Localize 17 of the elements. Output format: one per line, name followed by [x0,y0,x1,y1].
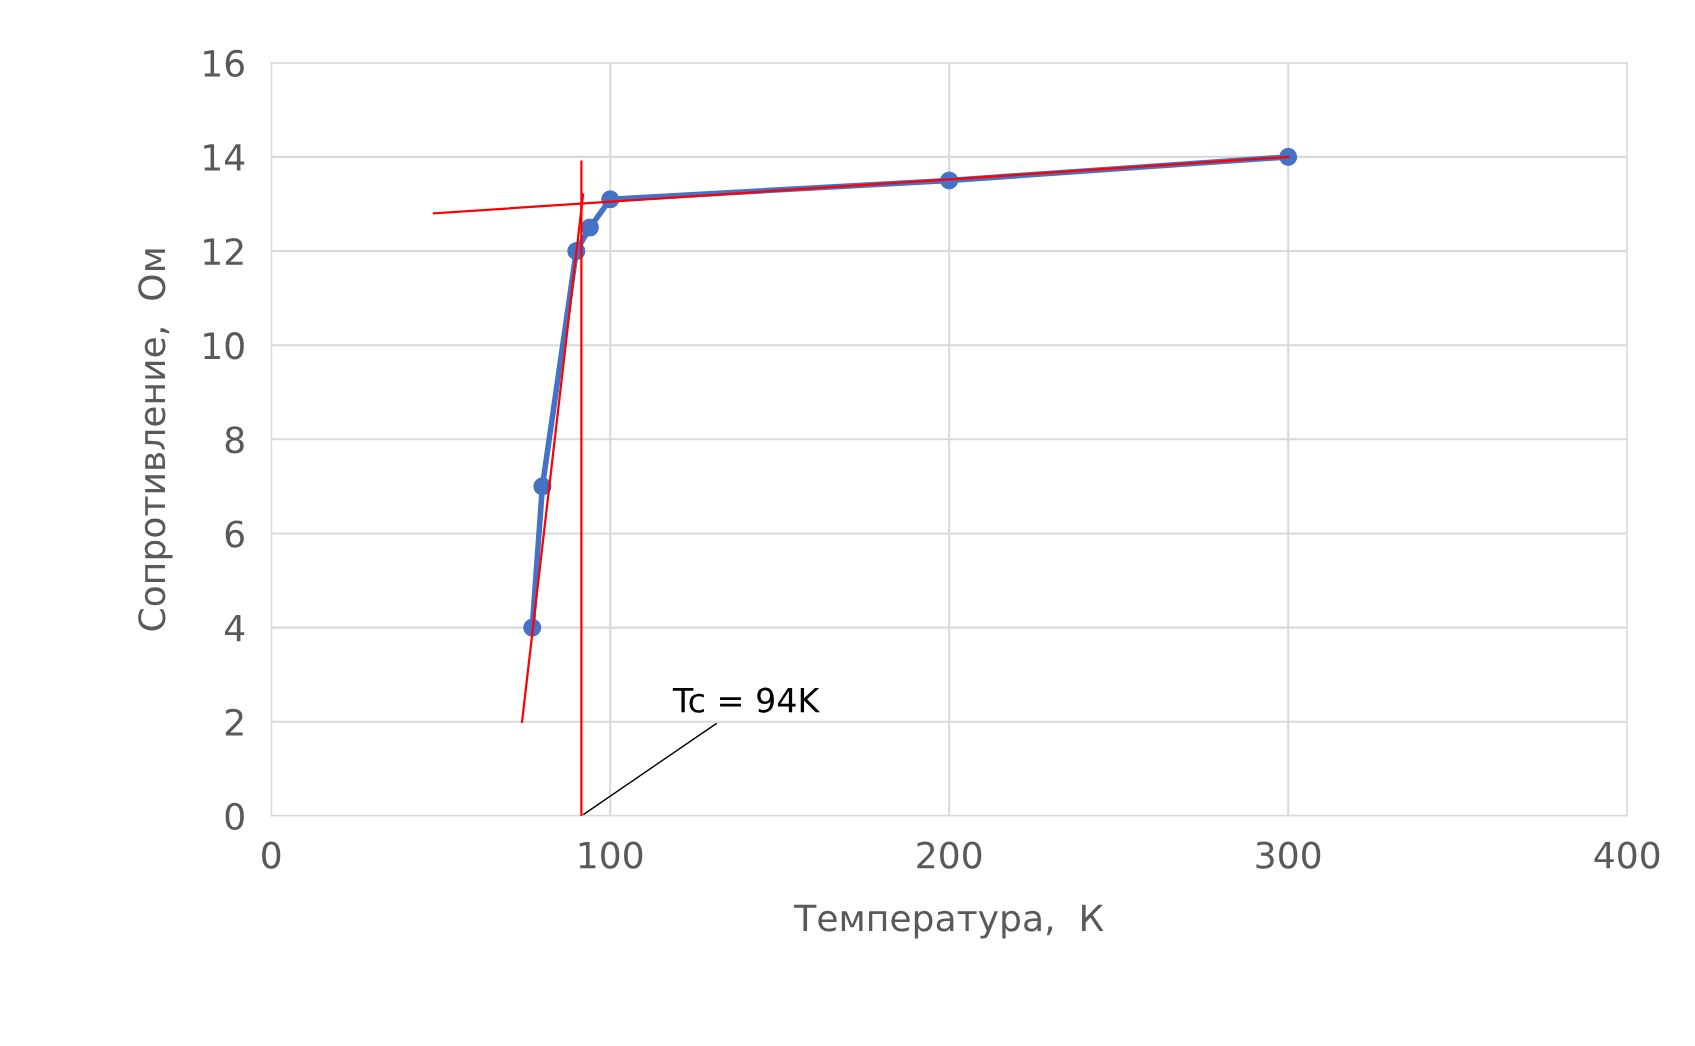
x-tick-label: 0 [262,841,281,869]
x-tick-label: 400 [1594,841,1660,869]
x-tick-label: 300 [1256,841,1321,869]
y-tick-label: 16 [204,49,244,77]
x-tick-label: 100 [579,841,643,869]
y-tick-label: 10 [204,332,244,360]
y-tick-label: 4 [224,614,245,642]
x-tick-label: 200 [917,841,982,869]
y-tick-label: 6 [225,520,244,548]
y-tick-label: 0 [225,802,244,831]
y-tick-label: 8 [225,426,244,454]
annotation: Tc = 94K [672,687,821,713]
y-tick-label: 14 [204,144,245,171]
y-tick-label: 2 [225,708,243,736]
y-tick-label: 12 [204,237,243,265]
x-axis-title: Температура, К [794,904,1104,939]
y-axis-title: Сопротивление, Ом [138,249,173,631]
